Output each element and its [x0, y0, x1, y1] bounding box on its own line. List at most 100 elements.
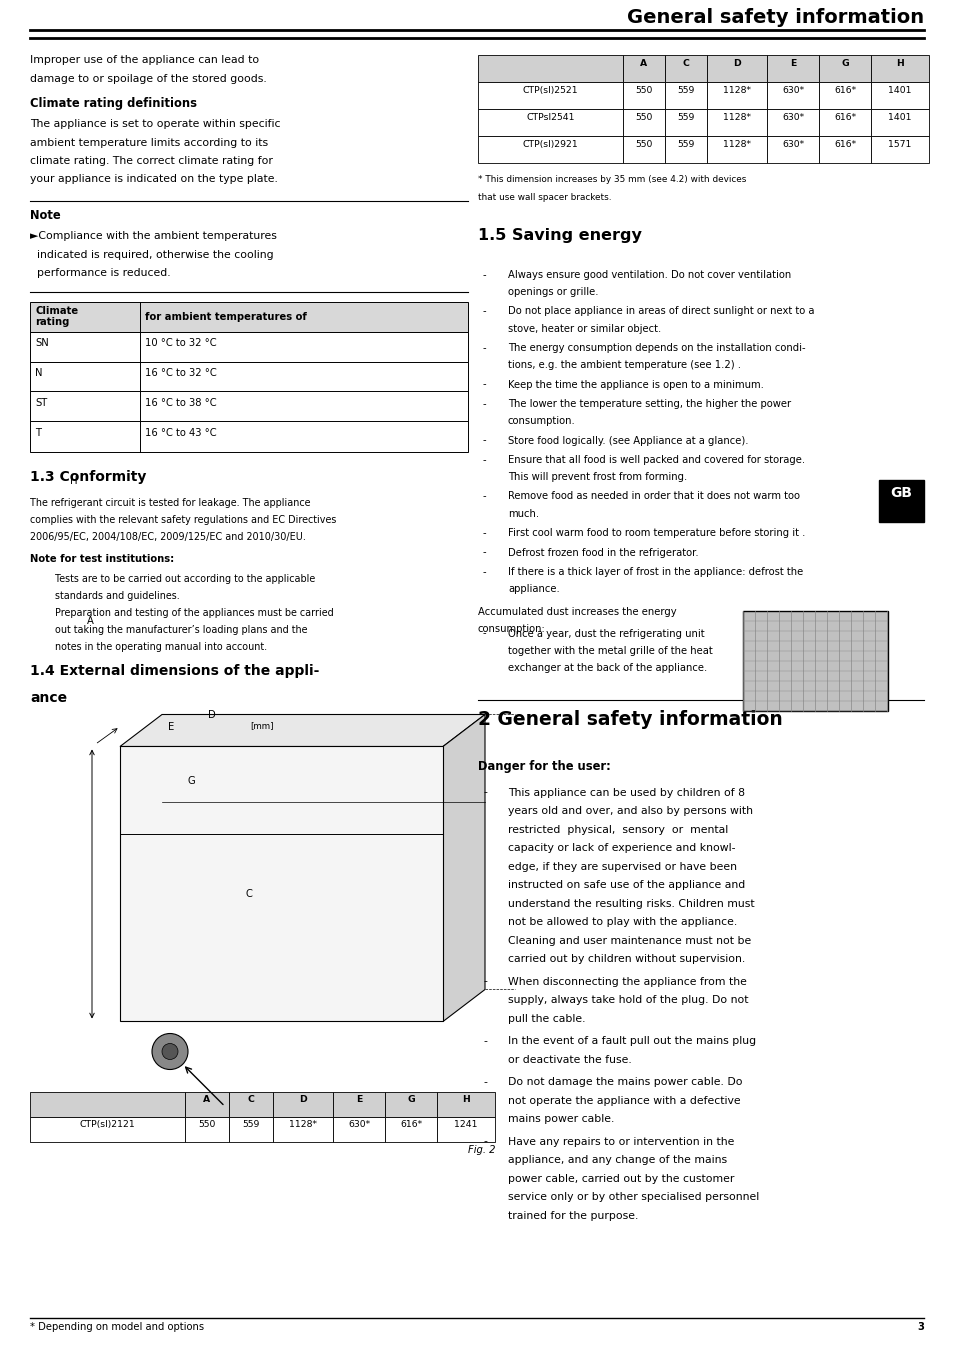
Text: trained for the purpose.: trained for the purpose. — [507, 1211, 638, 1220]
Text: not be allowed to play with the appliance.: not be allowed to play with the applianc… — [507, 917, 737, 927]
Text: C: C — [247, 1095, 254, 1104]
Text: pull the cable.: pull the cable. — [507, 1014, 585, 1023]
Text: Note: Note — [30, 209, 61, 221]
Bar — [229, 1092, 273, 1116]
Text: -: - — [482, 270, 486, 279]
Bar — [664, 55, 706, 82]
Bar — [878, 481, 923, 522]
Text: your appliance is indicated on the type plate.: your appliance is indicated on the type … — [30, 174, 277, 185]
Bar — [622, 55, 664, 82]
Text: This will prevent frost from forming.: This will prevent frost from forming. — [507, 472, 686, 482]
Bar — [333, 1092, 385, 1116]
Bar — [30, 1116, 185, 1142]
Text: openings or grille.: openings or grille. — [507, 288, 598, 297]
Text: out taking the manufacturer’s loading plans and the: out taking the manufacturer’s loading pl… — [55, 625, 307, 636]
Text: Fig. 2: Fig. 2 — [467, 1146, 495, 1156]
Text: capacity or lack of experience and knowl-: capacity or lack of experience and knowl… — [507, 842, 735, 853]
Bar — [385, 1116, 436, 1142]
Text: G: G — [841, 59, 848, 68]
Text: If there is a thick layer of frost in the appliance: defrost the: If there is a thick layer of frost in th… — [507, 567, 802, 576]
Bar — [30, 1092, 185, 1116]
Text: T: T — [35, 428, 41, 439]
Text: exchanger at the back of the appliance.: exchanger at the back of the appliance. — [507, 663, 706, 672]
Text: GB: GB — [889, 486, 911, 500]
Bar — [385, 1092, 436, 1116]
Bar — [664, 82, 706, 109]
Text: consumption.: consumption. — [507, 416, 576, 427]
Text: 559: 559 — [677, 140, 694, 148]
Text: 1.3 Conformity: 1.3 Conformity — [30, 470, 146, 483]
Text: 1128*: 1128* — [722, 140, 750, 148]
Text: 559: 559 — [242, 1120, 259, 1130]
Text: 16 °C to 43 °C: 16 °C to 43 °C — [145, 428, 216, 439]
Bar — [870, 82, 928, 109]
Text: D: D — [299, 1095, 307, 1104]
Text: Cleaning and user maintenance must not be: Cleaning and user maintenance must not b… — [507, 936, 750, 945]
Text: 630*: 630* — [348, 1120, 370, 1130]
Text: 559: 559 — [677, 86, 694, 95]
Text: Improper use of the appliance can lead to: Improper use of the appliance can lead t… — [30, 55, 259, 65]
Text: Do not damage the mains power cable. Do: Do not damage the mains power cable. Do — [507, 1077, 741, 1087]
Text: restricted  physical,  sensory  or  mental: restricted physical, sensory or mental — [507, 825, 727, 834]
Bar — [766, 82, 818, 109]
Text: A: A — [87, 616, 93, 625]
Text: A: A — [203, 1095, 211, 1104]
Text: Keep the time the appliance is open to a minimum.: Keep the time the appliance is open to a… — [507, 379, 763, 390]
Text: Accumulated dust increases the energy: Accumulated dust increases the energy — [477, 606, 676, 617]
Bar — [818, 109, 870, 136]
Text: 1401: 1401 — [887, 86, 911, 95]
Text: 550: 550 — [635, 86, 652, 95]
Text: 16 °C to 32 °C: 16 °C to 32 °C — [145, 369, 216, 378]
Text: Once a year, dust the refrigerating unit: Once a year, dust the refrigerating unit — [507, 629, 704, 639]
Text: -: - — [482, 306, 486, 316]
Text: understand the resulting risks. Children must: understand the resulting risks. Children… — [507, 899, 754, 909]
Bar — [30, 332, 468, 362]
Text: -: - — [482, 1035, 486, 1046]
Bar — [185, 1116, 229, 1142]
Bar — [766, 136, 818, 163]
Text: -: - — [482, 1077, 486, 1087]
Text: service only or by other specialised personnel: service only or by other specialised per… — [507, 1192, 759, 1202]
Text: Do not place appliance in areas of direct sunlight or next to a: Do not place appliance in areas of direc… — [507, 306, 814, 316]
Text: 616*: 616* — [833, 140, 855, 148]
Text: ►Compliance with the ambient temperatures: ►Compliance with the ambient temperature… — [30, 231, 276, 242]
Text: ST: ST — [35, 398, 48, 409]
Bar — [818, 136, 870, 163]
Text: damage to or spoilage of the stored goods.: damage to or spoilage of the stored good… — [30, 74, 267, 84]
Text: climate rating. The correct climate rating for: climate rating. The correct climate rati… — [30, 157, 273, 166]
Text: performance is reduced.: performance is reduced. — [30, 269, 171, 278]
Text: 1.4 External dimensions of the appli-: 1.4 External dimensions of the appli- — [30, 664, 319, 679]
Text: stove, heater or similar object.: stove, heater or similar object. — [507, 324, 660, 333]
Polygon shape — [120, 714, 484, 747]
Text: E: E — [168, 722, 174, 733]
Text: standards and guidelines.: standards and guidelines. — [55, 591, 179, 602]
Text: indicated is required, otherwise the cooling: indicated is required, otherwise the coo… — [30, 250, 274, 259]
Text: or deactivate the fuse.: or deactivate the fuse. — [507, 1054, 631, 1065]
Bar — [229, 1116, 273, 1142]
Text: Preparation and testing of the appliances must be carried: Preparation and testing of the appliance… — [55, 609, 334, 618]
Bar — [477, 136, 622, 163]
Text: notes in the operating manual into account.: notes in the operating manual into accou… — [55, 643, 267, 652]
Bar — [870, 55, 928, 82]
Text: -: - — [482, 787, 486, 798]
Text: [mm]: [mm] — [250, 721, 274, 730]
Text: The lower the temperature setting, the higher the power: The lower the temperature setting, the h… — [507, 400, 790, 409]
Text: 550: 550 — [635, 140, 652, 148]
Text: CTPsl2541: CTPsl2541 — [526, 113, 574, 122]
Text: 616*: 616* — [399, 1120, 421, 1130]
Text: tions, e.g. the ambient temperature (see 1.2) .: tions, e.g. the ambient temperature (see… — [507, 360, 740, 370]
Text: -: - — [482, 436, 486, 446]
Text: G: G — [407, 1095, 415, 1104]
Text: consumption:: consumption: — [477, 624, 545, 633]
Text: D: D — [208, 710, 215, 721]
Text: supply, always take hold of the plug. Do not: supply, always take hold of the plug. Do… — [507, 995, 748, 1004]
Text: H: H — [895, 59, 902, 68]
Text: Climate rating definitions: Climate rating definitions — [30, 97, 196, 109]
Text: In the event of a fault pull out the mains plug: In the event of a fault pull out the mai… — [507, 1035, 756, 1046]
Text: -: - — [482, 379, 486, 390]
Bar — [664, 136, 706, 163]
Bar — [766, 55, 818, 82]
Text: carried out by children without supervision.: carried out by children without supervis… — [507, 954, 744, 964]
Bar — [706, 136, 766, 163]
Text: The appliance is set to operate within specific: The appliance is set to operate within s… — [30, 119, 280, 130]
